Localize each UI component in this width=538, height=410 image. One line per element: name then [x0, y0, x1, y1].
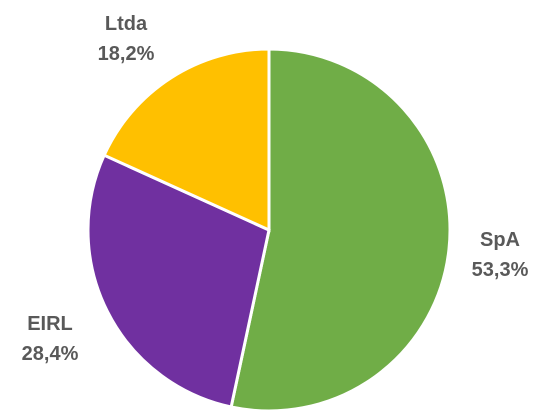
- slice-value-label-spa: 53,3%: [472, 259, 529, 281]
- pie-slices: [86, 47, 452, 410]
- pie-labels: SpA 53,3% EIRL 28,4% Ltda 18,2%: [22, 13, 529, 365]
- slice-label-ltda: Ltda: [105, 13, 148, 35]
- pie-slice-ltda: [102, 47, 271, 233]
- slice-label-spa: SpA: [480, 229, 520, 251]
- pie-slice-eirl: [86, 153, 271, 409]
- slice-value-label-eirl: 28,4%: [22, 343, 79, 365]
- slice-value-label-ltda: 18,2%: [98, 43, 155, 65]
- slice-label-eirl: EIRL: [27, 313, 73, 335]
- pie-slice-spa: [229, 47, 452, 410]
